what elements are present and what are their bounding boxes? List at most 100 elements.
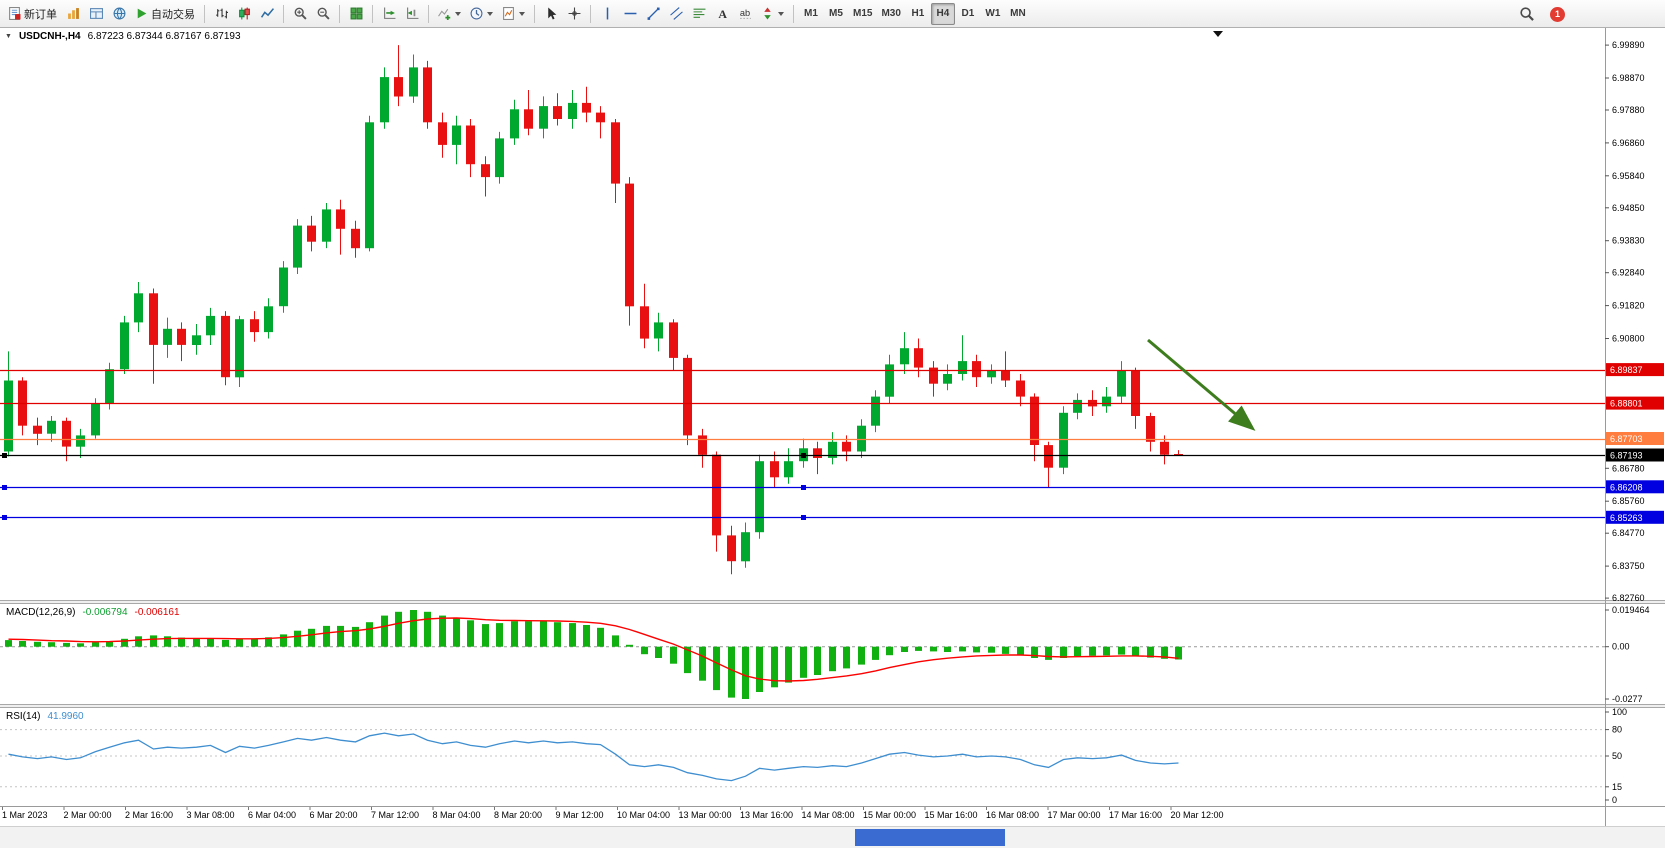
autotrading-icon xyxy=(135,7,148,20)
toolbar-separator xyxy=(339,4,340,23)
periods-icon xyxy=(470,7,483,20)
panel-splitter[interactable] xyxy=(0,600,1665,604)
auto-scroll-button[interactable] xyxy=(378,3,400,25)
svg-text:15: 15 xyxy=(1612,782,1622,792)
vertical-line-button[interactable] xyxy=(596,3,618,25)
profiles-button[interactable] xyxy=(85,3,107,25)
svg-text:10 Mar 04:00: 10 Mar 04:00 xyxy=(617,810,670,820)
arrows-button[interactable] xyxy=(757,3,788,25)
text-button[interactable]: A xyxy=(711,3,733,25)
toolbar-separator xyxy=(428,4,429,23)
svg-text:13 Mar 16:00: 13 Mar 16:00 xyxy=(740,810,793,820)
price-badge-6.85263 xyxy=(1606,510,1664,524)
new-order-button-label: 新订单 xyxy=(24,8,57,21)
indicators-button[interactable] xyxy=(434,3,465,25)
svg-text:16 Mar 08:00: 16 Mar 08:00 xyxy=(986,810,1039,820)
svg-text:8 Mar 20:00: 8 Mar 20:00 xyxy=(494,810,542,820)
timeframe-mn-button[interactable]: MN xyxy=(1006,3,1030,25)
horizontal-line-button[interactable] xyxy=(619,3,641,25)
line-handle[interactable] xyxy=(2,453,7,458)
svg-text:A: A xyxy=(718,7,727,20)
line-handle[interactable] xyxy=(2,485,7,490)
price-badge-6.86208 xyxy=(1606,480,1664,494)
svg-text:6.97880: 6.97880 xyxy=(1612,105,1645,115)
price-badge-6.87193 xyxy=(1606,448,1664,462)
scroll-to-end-marker[interactable] xyxy=(1213,31,1223,37)
svg-text:20 Mar 12:00: 20 Mar 12:00 xyxy=(1171,810,1224,820)
svg-text:6.96860: 6.96860 xyxy=(1612,138,1645,148)
bar-chart-icon xyxy=(215,7,228,20)
autotrading-button[interactable]: 自动交易 xyxy=(131,3,199,25)
svg-text:-0.0277: -0.0277 xyxy=(1612,694,1643,704)
new-order-button[interactable]: 新订单 xyxy=(4,3,61,25)
new-chart-icon xyxy=(67,7,80,20)
bar-chart-mode-button[interactable] xyxy=(210,3,232,25)
trend-arrow-annotation[interactable] xyxy=(1147,338,1256,431)
svg-text:80: 80 xyxy=(1612,725,1622,735)
price-axis[interactable]: 6.99890 6.98870 6.97880 6.96860 6.95840 6.948… xyxy=(1605,28,1664,826)
line-chart-mode-button[interactable] xyxy=(256,3,278,25)
trendline-button[interactable] xyxy=(642,3,664,25)
price-chart[interactable]: 6.99890 6.98870 6.97880 6.96860 6.95840 6.948… xyxy=(0,28,1665,848)
cursor-button[interactable] xyxy=(540,3,562,25)
price-badge-label: 6.86208 xyxy=(1610,482,1643,492)
label-button[interactable]: ab xyxy=(734,3,756,25)
line-handle[interactable] xyxy=(2,515,7,520)
timeframe-m1-button[interactable]: M1 xyxy=(799,3,823,25)
search-button[interactable] xyxy=(1516,3,1538,25)
timeframe-m15-button[interactable]: M15 xyxy=(849,3,876,25)
svg-text:8 Mar 04:00: 8 Mar 04:00 xyxy=(433,810,481,820)
chart-window: 6.99890 6.98870 6.97880 6.96860 6.95840 6.948… xyxy=(0,28,1665,848)
notification-badge[interactable]: 1 xyxy=(1550,6,1565,22)
svg-text:6 Mar 04:00: 6 Mar 04:00 xyxy=(248,810,296,820)
zoom-out-button[interactable] xyxy=(312,3,334,25)
timeframe-m30-button[interactable]: M30 xyxy=(877,3,904,25)
crosshair-button[interactable] xyxy=(563,3,585,25)
line-chart-icon xyxy=(260,7,274,20)
one-click-trading-toggle-icon[interactable]: ▼ xyxy=(5,33,12,40)
svg-text:6.91820: 6.91820 xyxy=(1612,301,1645,311)
zoom-in-button[interactable] xyxy=(289,3,311,25)
price-badge-6.89837 xyxy=(1606,363,1664,377)
svg-text:50: 50 xyxy=(1612,751,1622,761)
candlestick-mode-button[interactable] xyxy=(233,3,255,25)
svg-text:17 Mar 00:00: 17 Mar 00:00 xyxy=(1048,810,1101,820)
svg-text:6.98870: 6.98870 xyxy=(1612,73,1645,83)
timeframe-d1-button[interactable]: D1 xyxy=(956,3,980,25)
chart-shift-button[interactable] xyxy=(401,3,423,25)
timeframe-m5-button[interactable]: M5 xyxy=(824,3,848,25)
chevron-down-icon xyxy=(519,11,525,16)
svg-text:1 Mar 2023: 1 Mar 2023 xyxy=(2,810,48,820)
timeframe-h1-button[interactable]: H1 xyxy=(906,3,930,25)
vertical-line-icon xyxy=(601,7,614,20)
zoom-in-icon xyxy=(294,7,307,20)
crosshair-icon xyxy=(568,7,581,20)
svg-text:100: 100 xyxy=(1612,707,1627,717)
templates-button[interactable] xyxy=(498,3,529,25)
line-handle[interactable] xyxy=(801,485,806,490)
panel-splitter[interactable] xyxy=(0,704,1665,708)
timeframe-h4-button[interactable]: H4 xyxy=(930,2,955,25)
line-handle[interactable] xyxy=(801,453,806,458)
periods-button[interactable] xyxy=(466,3,497,25)
zoom-out-icon xyxy=(317,7,330,20)
trendline-icon xyxy=(647,7,660,20)
channel-button[interactable] xyxy=(665,3,687,25)
line-handle[interactable] xyxy=(801,515,806,520)
price-badge-6.87703 xyxy=(1606,432,1664,445)
svg-text:6.84770: 6.84770 xyxy=(1612,528,1645,538)
svg-text:6.92840: 6.92840 xyxy=(1612,268,1645,278)
new-chart-button[interactable] xyxy=(62,3,84,25)
time-axis[interactable]: 1 Mar 2023 2 Mar 00:00 2 Mar 16:00 3 Mar 08… xyxy=(0,806,1665,821)
data-window-button[interactable] xyxy=(108,3,130,25)
fibonacci-icon xyxy=(693,7,706,20)
text-icon: A xyxy=(716,7,729,20)
price-badge-label: 6.87193 xyxy=(1610,451,1643,461)
timeframe-w1-button[interactable]: W1 xyxy=(981,3,1005,25)
fibonacci-button[interactable] xyxy=(688,3,710,25)
profiles-icon xyxy=(89,7,103,20)
tile-windows-button[interactable] xyxy=(345,3,367,25)
svg-text:2 Mar 16:00: 2 Mar 16:00 xyxy=(125,810,173,820)
